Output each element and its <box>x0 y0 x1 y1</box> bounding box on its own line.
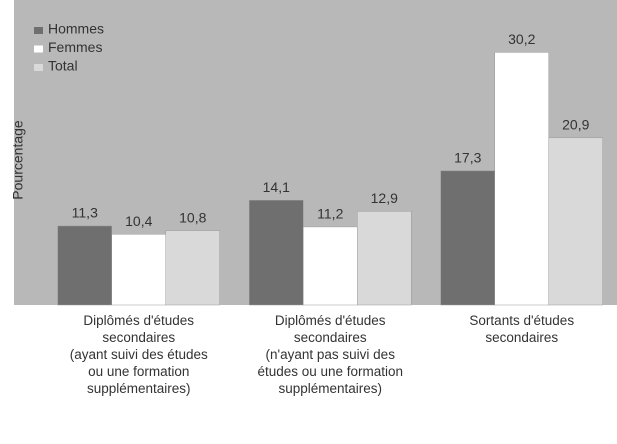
bar <box>111 234 166 306</box>
legend-label: Total <box>48 58 78 74</box>
bar <box>357 211 412 306</box>
x-tick-label: Diplômés d'études secondaires (ayant sui… <box>69 313 208 396</box>
bar <box>494 52 549 306</box>
bar <box>548 137 603 306</box>
legend-label: Hommes <box>48 21 104 37</box>
y-axis-label: Pourcentage <box>10 120 26 200</box>
data-label: 12,9 <box>371 190 398 206</box>
bar <box>165 230 220 306</box>
data-label: 10,4 <box>125 213 152 229</box>
data-label: 20,9 <box>562 117 589 133</box>
data-label: 30,2 <box>508 31 535 47</box>
bar <box>249 200 304 306</box>
legend-label: Femmes <box>48 39 102 55</box>
legend-swatch <box>34 27 43 34</box>
data-label: 10,8 <box>179 209 206 225</box>
data-label: 17,3 <box>454 150 481 166</box>
x-tick-label: Diplômés d'études secondaires (n'ayant p… <box>257 313 404 396</box>
data-label: 14,1 <box>263 179 290 195</box>
legend-swatch <box>34 45 43 53</box>
data-label: 11,3 <box>72 205 98 221</box>
bar <box>303 226 358 306</box>
bar <box>57 225 112 306</box>
bar <box>440 170 495 306</box>
x-tick-label: Sortants d'études secondaires <box>469 313 575 345</box>
legend-swatch <box>34 64 43 71</box>
data-label: 11,2 <box>317 206 343 222</box>
